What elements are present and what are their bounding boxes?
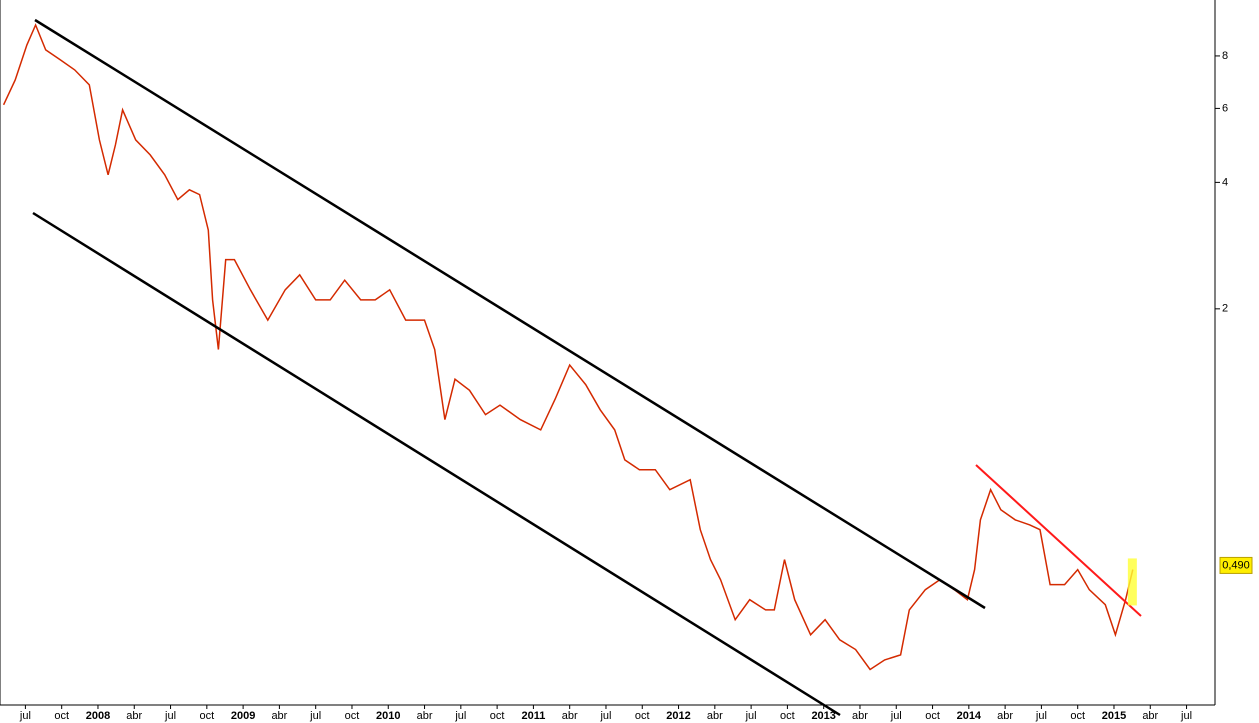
last-price-label: 0,490 bbox=[1222, 559, 1250, 571]
last-highlight bbox=[1127, 558, 1137, 606]
x-tick-label: abr bbox=[997, 710, 1013, 722]
price-line bbox=[2, 23, 1134, 671]
x-tick-label: oct bbox=[780, 710, 795, 722]
x-tick-label: jul bbox=[309, 710, 321, 722]
x-tick-label: jul bbox=[1180, 710, 1192, 722]
x-tick-label: abr bbox=[562, 710, 578, 722]
x-tick-label: abr bbox=[417, 710, 433, 722]
x-tick-label: abr bbox=[1142, 710, 1158, 722]
x-tick-label: abr bbox=[707, 710, 723, 722]
y-tick-label: 6 bbox=[1222, 102, 1228, 114]
x-tick-label: abr bbox=[852, 710, 868, 722]
x-tick-label: jul bbox=[745, 710, 757, 722]
x-tick-label: oct bbox=[635, 710, 650, 722]
channel-lower bbox=[32, 211, 841, 717]
last-price-box bbox=[1219, 556, 1253, 574]
x-tick-label: jul bbox=[164, 710, 176, 722]
x-tick-label: jul bbox=[1035, 710, 1047, 722]
channel-upper bbox=[34, 18, 986, 610]
x-tick-label: 2013 bbox=[811, 710, 835, 722]
x-tick-label: oct bbox=[54, 710, 69, 722]
x-tick-label: 2009 bbox=[231, 710, 255, 722]
x-tick-label: abr bbox=[126, 710, 142, 722]
x-tick-label: oct bbox=[490, 710, 505, 722]
x-tick-label: abr bbox=[271, 710, 287, 722]
x-tick-label: 2015 bbox=[1102, 710, 1126, 722]
y-tick-label: 2 bbox=[1222, 303, 1228, 315]
x-tick-label: jul bbox=[19, 710, 31, 722]
x-tick-label: 2014 bbox=[957, 710, 982, 722]
x-tick-label: 2012 bbox=[666, 710, 690, 722]
x-tick-label: oct bbox=[1070, 710, 1085, 722]
x-tick-label: oct bbox=[345, 710, 360, 722]
y-tick-label: 8 bbox=[1222, 50, 1228, 62]
y-tick-label: 4 bbox=[1222, 176, 1228, 188]
x-tick-label: jul bbox=[890, 710, 902, 722]
x-tick-label: oct bbox=[199, 710, 214, 722]
x-tick-label: jul bbox=[599, 710, 611, 722]
x-tick-label: jul bbox=[454, 710, 466, 722]
x-tick-label: oct bbox=[925, 710, 940, 722]
x-tick-label: 2010 bbox=[376, 710, 400, 722]
plot-area bbox=[2, 23, 1134, 671]
trend-line bbox=[975, 464, 1142, 617]
x-tick-label: 2011 bbox=[521, 710, 545, 722]
x-tick-label: 2008 bbox=[86, 710, 110, 722]
